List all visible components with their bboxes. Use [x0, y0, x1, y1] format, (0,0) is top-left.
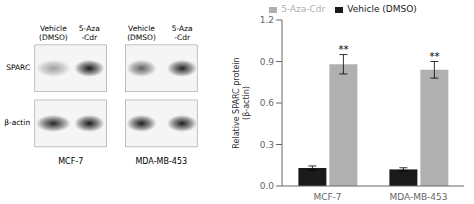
- html-text:5-Aza-Cdr: 5-Aza-Cdr: [281, 4, 326, 14]
- svg-text:0.9: 0.9: [260, 57, 275, 67]
- svg-text:Vehicle(DMSO): Vehicle(DMSO): [39, 24, 68, 42]
- svg-text:0.0: 0.0: [260, 181, 275, 191]
- svg-text:MDA-MB-453: MDA-MB-453: [135, 157, 187, 166]
- svg-text:MCF-7: MCF-7: [313, 192, 341, 202]
- svg-text:0.6: 0.6: [260, 98, 275, 108]
- svg-text:SPARC: SPARC: [8, 63, 30, 72]
- svg-text:5-Aza-Cdr: 5-Aza-Cdr: [172, 24, 193, 42]
- svg-text:β-actin: β-actin: [8, 118, 30, 127]
- svg-text:1.2: 1.2: [260, 15, 274, 25]
- svg-text:5-Aza-Cdr: 5-Aza-Cdr: [79, 24, 100, 42]
- svg-text:MCF-7: MCF-7: [58, 157, 83, 166]
- svg-text:Vehicle(DMSO): Vehicle(DMSO): [127, 24, 156, 42]
- svg-text:0.3: 0.3: [260, 140, 274, 150]
- svg-text:Relative SPARC protein(β-actin: Relative SPARC protein(β-actin): [232, 57, 251, 148]
- svg-text:MDA-MB-453: MDA-MB-453: [389, 192, 447, 202]
- html-text:Vehicle (DMSO): Vehicle (DMSO): [347, 4, 417, 14]
- svg-text:**: **: [429, 51, 439, 62]
- svg-text:**: **: [338, 44, 348, 55]
